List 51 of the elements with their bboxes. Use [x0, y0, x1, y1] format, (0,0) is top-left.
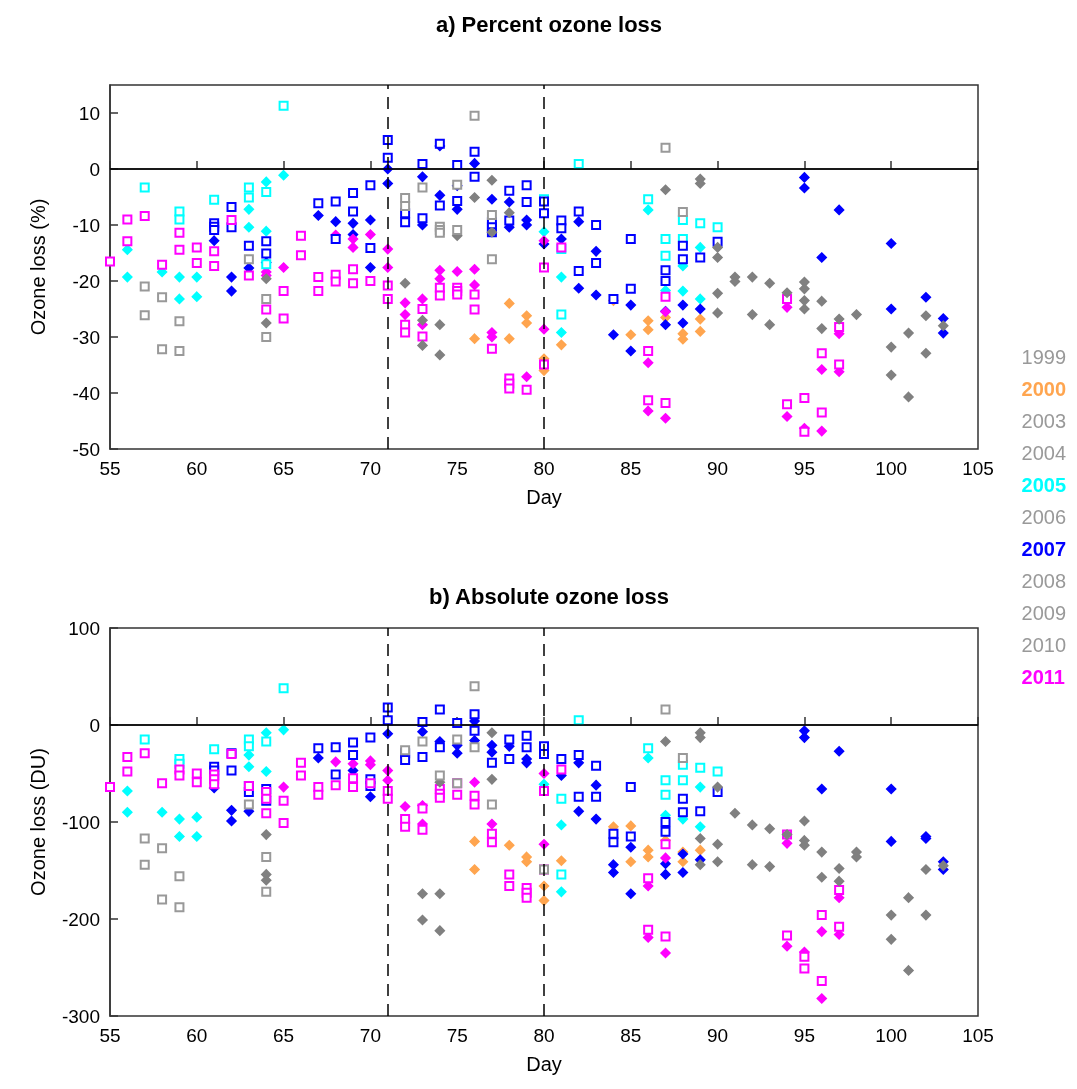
chart-title: a) Percent ozone loss [435, 11, 663, 37]
x-tick-label: 90 [707, 1025, 729, 1046]
y-tick-label: -200 [61, 908, 100, 930]
x-tick-label: 70 [359, 1025, 381, 1046]
text: 2007 [1021, 538, 1067, 560]
x-axis-title: Day [526, 1053, 562, 1075]
y-tick-label: -300 [61, 1005, 100, 1027]
x-axis-title: Day [526, 486, 562, 508]
legend-label: 2004 [1021, 442, 1067, 464]
x-tick-label: 65 [273, 458, 295, 479]
y-tick-label: 100 [68, 617, 100, 639]
text: 2000 [1021, 378, 1067, 400]
x-tick-label: 105 [962, 1025, 994, 1046]
x-tick-label: 100 [875, 1025, 908, 1046]
y-tick-label: -30 [72, 326, 100, 348]
legend-label: 1999 [1021, 346, 1067, 368]
legend-label: 2009 [1021, 602, 1067, 624]
x-tick-label: 100 [875, 458, 908, 479]
x-tick-label: 85 [620, 458, 642, 479]
x-tick-label: 80 [533, 458, 555, 479]
y-axis-title: Ozone loss (%) [27, 198, 49, 336]
legend-label: 2010 [1021, 634, 1067, 656]
y-tick-label: -10 [72, 214, 100, 236]
x-tick-label: 85 [620, 1025, 642, 1046]
x-tick-label: 55 [99, 1025, 121, 1046]
y-tick-label: -40 [72, 382, 100, 404]
x-tick-label: 65 [273, 1025, 295, 1046]
legend-label: 2008 [1021, 570, 1067, 592]
chart-title: b) Absolute ozone loss [429, 583, 669, 609]
x-tick-label: 60 [186, 458, 208, 479]
legend-label: 2003 [1021, 410, 1067, 432]
text: 2011 [1021, 666, 1065, 688]
x-tick-label: 55 [99, 458, 121, 479]
x-tick-label: 90 [707, 458, 729, 479]
y-tick-label: -20 [72, 270, 100, 292]
x-tick-label: 75 [446, 1025, 468, 1046]
legend-label: 2006 [1021, 506, 1067, 528]
text: 2005 [1021, 474, 1067, 496]
x-tick-label: 80 [533, 1025, 555, 1046]
x-tick-label: 75 [446, 458, 468, 479]
y-tick-label: 0 [89, 714, 100, 736]
y-tick-label: -50 [72, 438, 100, 460]
x-tick-label: 60 [186, 1025, 208, 1046]
x-tick-label: 70 [359, 458, 381, 479]
y-tick-label: 10 [78, 102, 100, 124]
x-tick-label: 105 [962, 458, 994, 479]
y-tick-label: 0 [89, 158, 100, 180]
y-axis-title: Ozone loss (DU) [27, 748, 49, 896]
x-tick-label: 95 [793, 1025, 815, 1046]
x-tick-label: 95 [793, 458, 815, 479]
y-tick-label: -100 [61, 811, 100, 833]
